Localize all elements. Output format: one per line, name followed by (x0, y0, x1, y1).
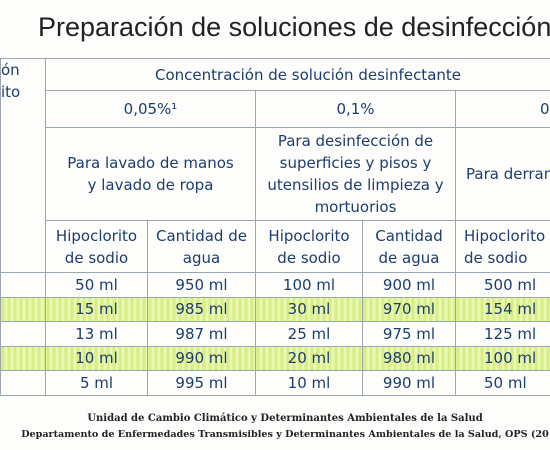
corner-cell (0, 370, 46, 396)
cell: 990 ml (147, 345, 256, 371)
row: 50 ml 950 ml 100 ml 900 ml 500 ml (0, 272, 550, 298)
row: 13 ml 987 ml 25 ml 975 ml 125 ml (0, 321, 550, 347)
cell: 10 ml (255, 370, 363, 396)
cell: 30 ml (255, 296, 363, 322)
cell: 900 ml (362, 272, 456, 298)
column-header: Hipoclorito de sodio (255, 220, 363, 273)
corner-cell (0, 272, 46, 298)
purpose: Para lavado de manos y lavado de ropa (45, 127, 256, 221)
column-header: Cantidad de agua (362, 220, 456, 273)
row: 15 ml 985 ml 30 ml 970 ml 154 ml (0, 296, 550, 322)
cell: 980 ml (362, 345, 456, 371)
cell: 125 ml (454, 321, 550, 347)
cell: 985 ml (147, 296, 256, 322)
cell: 15 ml (45, 296, 148, 322)
row: Para lavado de manos y lavado de ropa Pa… (1, 127, 550, 221)
cell: 975 ml (362, 321, 456, 347)
cell: 100 ml (454, 345, 550, 371)
row: Hipoclorito de sodio Cantidad de agua Hipo… (1, 220, 550, 273)
concentration: 0,05%¹ (45, 90, 256, 128)
corner-cell (0, 321, 46, 347)
cell: 25 ml (255, 321, 363, 347)
cell: 20 ml (255, 345, 363, 371)
corner-cell (0, 296, 46, 322)
title: Preparación de soluciones de desinfecció… (38, 12, 550, 42)
column-header: Hipoclorito de sodio (454, 220, 550, 273)
group-header: Concentración de solución desinfectante (44, 58, 550, 91)
cell: 990 ml (362, 370, 456, 396)
row: ón ito Concentración de solución desinfec… (0, 58, 550, 273)
concentration: 0,5% (454, 90, 550, 128)
column-header: Cantidad de agua (147, 220, 256, 273)
corner-line: ito (1, 83, 21, 101)
cell: 100 ml (255, 272, 363, 298)
footer-line: Departamento de Enfermedades Transmisibl… (21, 429, 549, 440)
cell: 10 ml (45, 345, 148, 371)
cell: 50 ml (45, 272, 148, 298)
table-body: ón ito Concentración de solución desinfec… (0, 58, 550, 396)
cell: 5 ml (45, 370, 148, 396)
table: ón ito Concentración de solución desinfec… (0, 58, 550, 396)
row: 5 ml 995 ml 10 ml 990 ml 50 ml (0, 370, 550, 396)
column-header: Hipoclorito de sodio (45, 220, 148, 273)
cell: 154 ml (454, 296, 550, 322)
footer: Unidad de Cambio Climático y Determinant… (0, 411, 550, 443)
cell: 987 ml (147, 321, 256, 347)
cell: 500 ml (454, 272, 550, 298)
corner-cell (0, 345, 46, 371)
footer-line: Unidad de Cambio Climático y Determinant… (87, 413, 483, 424)
cell: 970 ml (362, 296, 456, 322)
purpose: Para desinfección de superficies y pisos… (255, 127, 456, 221)
row: 10 ml 990 ml 20 ml 980 ml 100 ml (0, 345, 550, 371)
table-wrap: ón ito Concentración de solución desinfec… (0, 58, 550, 398)
cell: 950 ml (147, 272, 256, 298)
cell: 50 ml (454, 370, 550, 396)
corner-cell: ón ito (0, 58, 46, 273)
corner-line: ón (1, 61, 20, 79)
row: 0,05%¹ 0,1% 0,5% (1, 90, 550, 128)
concentration: 0,1% (255, 90, 456, 128)
purpose: Para derrames de fluidos corporales (san… (454, 127, 550, 221)
cell: 995 ml (147, 370, 256, 396)
cell: 13 ml (45, 321, 148, 347)
